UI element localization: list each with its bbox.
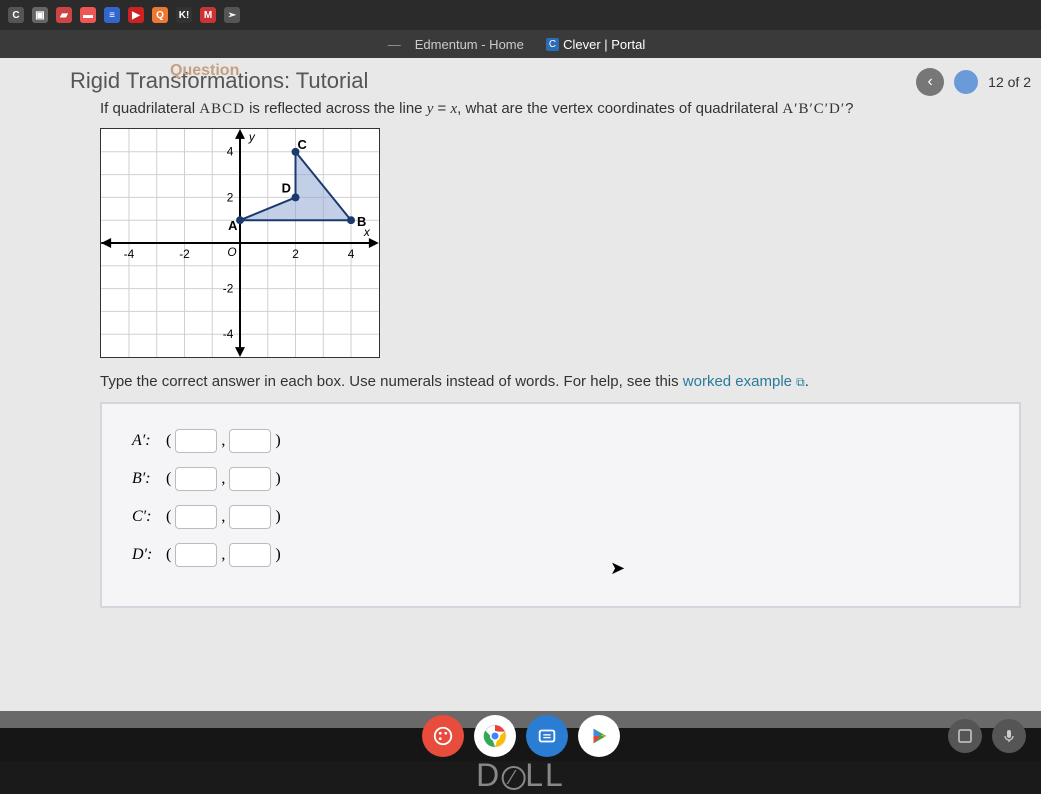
coordinate-graph: -4-2 24 42 -2-4 O x y A B [100, 128, 380, 358]
tab-favicon[interactable]: ≡ [104, 7, 120, 23]
answer-input-a-x[interactable] [175, 429, 217, 453]
tab-favicon[interactable]: ▶ [128, 7, 144, 23]
browser-tab[interactable]: Edmentum - Home [407, 37, 532, 52]
svg-text:4: 4 [348, 247, 355, 261]
tab-favicon[interactable]: ➣ [224, 7, 240, 23]
answer-label: D′: [132, 546, 162, 564]
question-body: If quadrilateral ABCD is reflected acros… [0, 100, 1041, 608]
answer-input-c-y[interactable] [229, 505, 271, 529]
answer-label: A′: [132, 432, 162, 450]
browser-tab[interactable]: C Clever | Portal [538, 37, 653, 52]
taskbar [0, 711, 1041, 761]
taskbar-word-icon[interactable] [526, 715, 568, 757]
instruction-text: Type the correct answer in each box. Use… [100, 373, 1021, 390]
svg-text:2: 2 [227, 190, 234, 204]
external-link-icon: ⧉ [796, 375, 805, 389]
answer-label: C′: [132, 508, 162, 526]
vertex-label-d: D [282, 180, 291, 195]
progress-area: ‹ 12 of 2 [916, 68, 1031, 96]
page-content: Question Rigid Transformations: Tutorial… [0, 58, 1041, 728]
vertex-label-c: C [297, 137, 306, 152]
answer-input-b-y[interactable] [229, 467, 271, 491]
answer-row-a: A′: ( , ) [132, 429, 989, 453]
svg-text:-4: -4 [124, 247, 135, 261]
back-button[interactable]: ‹ [916, 68, 944, 96]
question-text: If quadrilateral ABCD is reflected acros… [100, 100, 1021, 118]
answer-row-b: B′: ( , ) [132, 467, 989, 491]
tab-favicon[interactable]: ▣ [32, 7, 48, 23]
tab-favicon[interactable]: K! [176, 7, 192, 23]
vertex-label-a: A [228, 218, 237, 233]
answer-label: B′: [132, 470, 162, 488]
ghost-heading: Question [170, 62, 239, 80]
taskbar-screenshot-icon[interactable] [948, 719, 982, 753]
answer-row-c: C′: ( , ) [132, 505, 989, 529]
answer-input-c-x[interactable] [175, 505, 217, 529]
svg-text:4: 4 [227, 145, 234, 159]
answer-input-b-x[interactable] [175, 467, 217, 491]
vertex-label-b: B [357, 214, 366, 229]
tab-label: Clever | Portal [563, 37, 645, 52]
dell-logo: D⁄LL [476, 757, 565, 794]
tab-favicon[interactable]: M [200, 7, 216, 23]
svg-text:y: y [248, 130, 256, 144]
taskbar-mic-icon[interactable] [992, 719, 1026, 753]
browser-tab-bar: — Edmentum - Home C Clever | Portal [0, 30, 1041, 58]
page-header: Question Rigid Transformations: Tutorial… [0, 58, 1041, 100]
progress-dot[interactable] [954, 70, 978, 94]
answer-input-d-y[interactable] [229, 543, 271, 567]
mouse-cursor-icon: ➤ [610, 558, 625, 579]
answer-input-a-y[interactable] [229, 429, 271, 453]
tab-label: Edmentum - Home [415, 37, 524, 52]
clever-icon: C [546, 38, 559, 51]
tab-favicon[interactable]: ▬ [80, 7, 96, 23]
graph-svg: -4-2 24 42 -2-4 O x y A B [101, 129, 379, 357]
svg-text:-2: -2 [223, 282, 234, 296]
svg-text:O: O [227, 245, 236, 259]
svg-text:-4: -4 [223, 327, 234, 341]
taskbar-chrome-icon[interactable] [474, 715, 516, 757]
progress-text: 12 of 2 [988, 74, 1031, 90]
taskbar-play-store-icon[interactable] [578, 715, 620, 757]
answer-row-d: D′: ( , ) [132, 543, 989, 567]
browser-favicon-row: C ▣ ▰ ▬ ≡ ▶ Q K! M ➣ [0, 0, 1041, 30]
taskbar-palette-icon[interactable] [422, 715, 464, 757]
svg-text:2: 2 [292, 247, 299, 261]
answer-input-d-x[interactable] [175, 543, 217, 567]
tab-favicon[interactable]: ▰ [56, 7, 72, 23]
worked-example-link[interactable]: worked example [683, 373, 792, 390]
answer-box: A′: ( , ) B′: ( , ) C′: ( , ) [100, 402, 1021, 608]
svg-text:-2: -2 [179, 247, 190, 261]
tab-favicon[interactable]: Q [152, 7, 168, 23]
tab-favicon[interactable]: C [8, 7, 24, 23]
